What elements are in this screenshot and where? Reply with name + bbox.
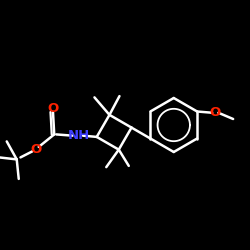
Text: O: O [210,106,221,119]
Text: NH: NH [68,129,90,142]
Text: O: O [47,102,58,115]
Text: O: O [30,143,42,156]
